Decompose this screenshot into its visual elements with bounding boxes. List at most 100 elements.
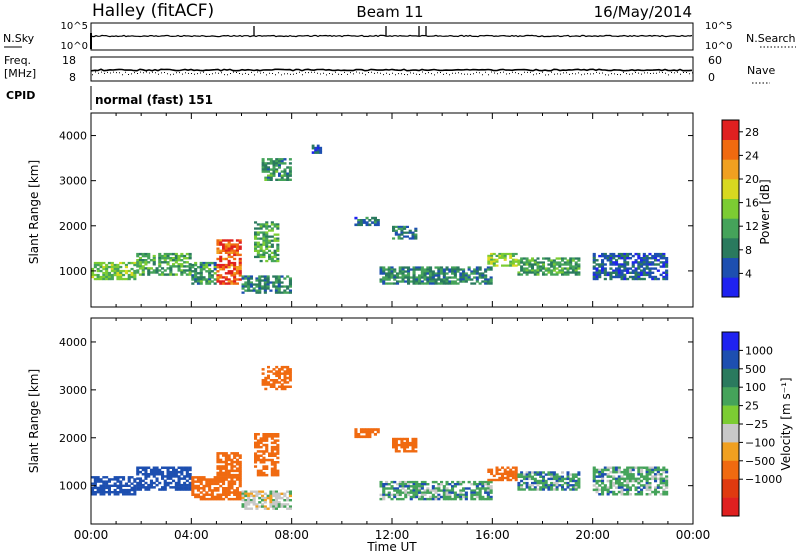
scatter-cell xyxy=(665,275,669,279)
scatter-cell xyxy=(272,275,276,278)
colorbar-swatch xyxy=(722,238,739,258)
scatter-cell xyxy=(272,501,276,504)
scatter-cell xyxy=(254,441,258,445)
scatter-cell xyxy=(415,493,419,497)
scatter-cell xyxy=(354,430,358,434)
scatter-cell xyxy=(654,466,658,469)
scatter-cell xyxy=(547,488,551,491)
scatter-region xyxy=(592,466,669,496)
scatter-cell xyxy=(665,484,669,487)
scatter-cell xyxy=(640,263,644,266)
scatter-cell xyxy=(107,261,111,265)
scatter-cell xyxy=(612,275,616,279)
scatter-cell xyxy=(110,275,114,279)
scatter-cell xyxy=(194,493,198,496)
scatter-cell xyxy=(645,257,649,260)
scatter-cell xyxy=(379,480,383,484)
scatter-cell xyxy=(93,273,97,277)
scatter-cell xyxy=(394,439,398,443)
scatter-cell xyxy=(662,261,666,264)
scatter-cell xyxy=(574,257,578,260)
scatter-cell xyxy=(609,490,613,494)
scatter-cell xyxy=(415,480,419,484)
scatter-cell xyxy=(609,273,613,277)
scatter-cell xyxy=(262,233,266,236)
colorbar-tick-label: −25 xyxy=(745,418,768,431)
scatter-cell xyxy=(283,289,287,292)
scatter-cell xyxy=(415,282,419,285)
scatter-cell xyxy=(404,483,408,486)
scatter-cell xyxy=(196,278,200,281)
scatter-cell xyxy=(272,379,276,382)
scatter-cell xyxy=(522,269,526,272)
scatter-cell xyxy=(517,488,521,491)
scatter-cell xyxy=(272,285,276,288)
scatter-cell xyxy=(654,259,658,262)
scatter-cell xyxy=(272,283,276,286)
scatter-cell xyxy=(133,486,137,490)
scatter-cell xyxy=(362,430,366,434)
scatter-cell xyxy=(411,439,415,443)
scatter-cell xyxy=(517,484,521,487)
scatter-cell xyxy=(274,505,278,508)
scatter-cell xyxy=(288,277,292,280)
scatter-cell xyxy=(484,282,488,285)
scatter-cell xyxy=(183,488,187,491)
scatter-cell xyxy=(255,505,259,508)
scatter-cell xyxy=(99,265,103,269)
scatter-cell xyxy=(448,280,452,283)
scatter-cell xyxy=(274,289,278,292)
scatter-cell xyxy=(216,454,220,457)
scatter-cell xyxy=(379,493,383,497)
scatter-cell xyxy=(651,477,655,481)
scatter-cell xyxy=(96,267,100,271)
scatter-cell xyxy=(357,223,361,227)
scatter-cell xyxy=(258,277,262,280)
scatter-cell xyxy=(252,501,256,504)
scatter-cell xyxy=(102,476,106,479)
scatter-cell xyxy=(110,484,114,487)
scatter-cell xyxy=(451,485,455,488)
scatter-cell xyxy=(665,470,669,474)
scatter-cell xyxy=(238,263,242,267)
scatter-cell xyxy=(259,223,263,226)
scatter-cell xyxy=(392,237,396,240)
scatter-cell xyxy=(503,470,507,473)
scatter-cell xyxy=(623,252,627,256)
scatter-cell xyxy=(270,235,274,238)
scatter-cell xyxy=(475,487,479,490)
scatter-cell xyxy=(280,503,284,506)
scatter-cell xyxy=(365,223,369,227)
scatter-cell xyxy=(213,272,217,275)
scatter-cell xyxy=(268,435,272,438)
scatter-cell xyxy=(283,277,287,280)
scatter-cell xyxy=(451,487,455,490)
scatter-cell xyxy=(276,233,280,236)
scatter-cell xyxy=(205,270,209,273)
scatter-cell xyxy=(555,481,559,485)
scatter-cell xyxy=(592,265,596,268)
scatter-cell xyxy=(286,368,290,371)
scatter-cell xyxy=(601,482,605,485)
scatter-cell xyxy=(133,493,137,496)
nsky-trace xyxy=(91,34,693,38)
scatter-cell xyxy=(93,476,97,479)
scatter-cell xyxy=(93,486,97,490)
scatter-cell xyxy=(376,223,380,227)
scatter-cell xyxy=(368,435,372,439)
scatter-cell xyxy=(152,486,156,489)
scatter-cell xyxy=(601,263,605,266)
scatter-cell xyxy=(161,470,165,474)
scatter-cell xyxy=(275,168,279,171)
scatter-cell xyxy=(252,496,256,500)
scatter-cell xyxy=(268,235,272,238)
scatter-cell xyxy=(266,275,270,278)
scatter-cell xyxy=(665,490,669,494)
scatter-cell xyxy=(396,487,400,490)
scatter-cell xyxy=(216,247,220,250)
scatter-cell xyxy=(238,454,242,457)
scatter-cell xyxy=(434,480,438,484)
scatter-cell xyxy=(238,259,242,263)
scatter-cell xyxy=(107,275,111,279)
scatter-cell xyxy=(569,271,573,274)
